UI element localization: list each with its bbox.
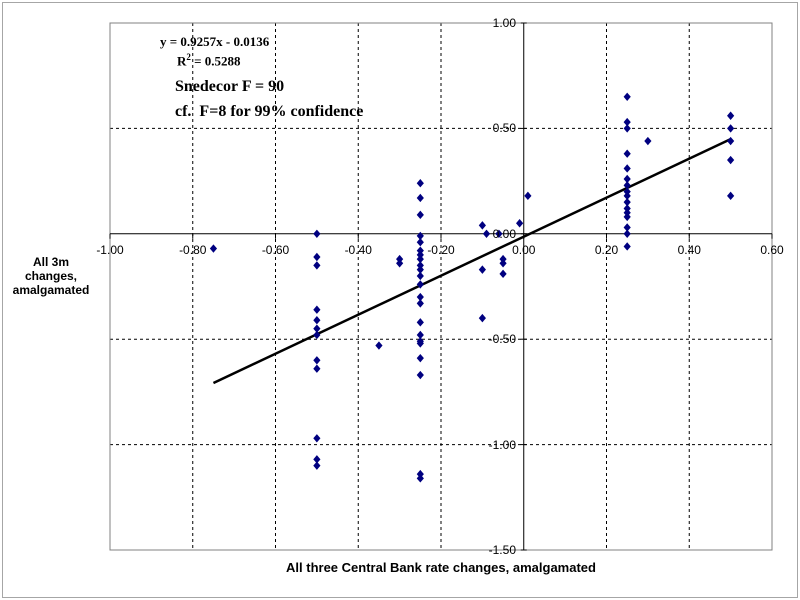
- x-tick-label: -1.00: [96, 243, 124, 257]
- data-point: [623, 197, 631, 207]
- f-confidence-note: cf. F=8 for 99% confidence: [175, 103, 364, 120]
- data-point: [623, 92, 631, 101]
- data-point: [495, 229, 503, 238]
- data-point: [313, 455, 321, 464]
- data-point: [499, 269, 507, 279]
- data-point: [524, 191, 532, 201]
- data-point: [416, 261, 424, 270]
- r-squared-value: = 0.5288: [190, 53, 241, 69]
- data-point: [623, 149, 631, 158]
- x-tick-label: 0.40: [677, 243, 701, 257]
- data-point: [313, 305, 321, 314]
- data-point: [623, 174, 631, 184]
- f-statistic-label: Snedecor F = 90: [175, 78, 285, 95]
- trendline: [212, 137, 732, 385]
- data-point: [623, 242, 631, 251]
- data-point: [623, 212, 631, 222]
- y-tick-label: -1.50: [488, 543, 516, 557]
- data-point: [416, 370, 424, 380]
- y-tick-label: 0.00: [492, 226, 516, 241]
- trendline-equation: y = 0.9257x - 0.0136: [160, 34, 270, 49]
- data-point: [416, 246, 424, 255]
- r-squared-exponent: 2: [186, 52, 191, 62]
- data-point: [375, 341, 383, 350]
- data-point: [499, 259, 507, 268]
- data-point: [313, 316, 321, 325]
- data-point: [416, 231, 424, 241]
- data-point: [623, 208, 631, 217]
- data-point: [313, 364, 321, 373]
- data-point: [416, 299, 424, 308]
- data-point: [416, 330, 424, 340]
- plot-area-frame: [109, 22, 773, 551]
- data-point: [396, 259, 404, 268]
- r-squared-base: R: [177, 53, 187, 69]
- data-point: [416, 254, 424, 264]
- data-point: [416, 292, 424, 302]
- x-tick-label: 0.00: [512, 243, 536, 257]
- data-point: [416, 353, 424, 363]
- data-point: [499, 254, 507, 264]
- data-point: [313, 356, 321, 365]
- data-point: [623, 187, 631, 196]
- data-point: [727, 111, 735, 120]
- data-point: [623, 124, 631, 133]
- data-point: [623, 117, 631, 127]
- data-point: [313, 252, 321, 262]
- data-point: [396, 254, 404, 264]
- y-tick-label: 0.50: [492, 121, 516, 136]
- data-point: [416, 238, 424, 247]
- data-point: [623, 181, 631, 190]
- data-point: [416, 193, 424, 203]
- y-tick-label: -1.00: [488, 437, 516, 452]
- data-point: [416, 179, 424, 188]
- data-point: [478, 221, 486, 230]
- data-point: [313, 330, 321, 340]
- data-point: [313, 461, 321, 470]
- x-tick-label: 0.60: [760, 243, 784, 257]
- data-point: [313, 229, 321, 238]
- x-tick-label: -0.20: [427, 243, 455, 257]
- x-tick-label: -0.60: [261, 243, 290, 257]
- y-axis-title: All 3m changes, amalgamated: [12, 255, 90, 297]
- data-point: [209, 244, 218, 253]
- data-point: [416, 210, 424, 220]
- data-point: [416, 250, 424, 260]
- x-tick-label: -0.80: [179, 243, 207, 257]
- data-point: [623, 191, 631, 201]
- data-point: [516, 219, 524, 228]
- data-point: [727, 124, 735, 133]
- data-point: [416, 469, 424, 479]
- y-tick-label: -0.50: [488, 332, 516, 347]
- data-point: [623, 229, 631, 238]
- data-point: [727, 136, 735, 146]
- data-point: [313, 434, 321, 443]
- data-point: [416, 318, 424, 327]
- data-point: [313, 261, 321, 270]
- data-point: [482, 229, 491, 238]
- r-squared-label: R2 = 0.5288: [177, 52, 241, 69]
- data-point: [644, 136, 652, 146]
- data-point: [416, 265, 424, 274]
- data-point: [416, 280, 424, 289]
- data-point: [313, 324, 321, 333]
- data-point: [416, 339, 424, 348]
- data-point: [623, 164, 631, 173]
- data-point: [623, 223, 631, 232]
- data-point: [478, 265, 486, 274]
- y-tick-label: 1.00: [492, 16, 516, 30]
- data-point: [478, 313, 486, 323]
- data-point: [416, 271, 424, 281]
- x-tick-label: 0.20: [594, 243, 619, 257]
- data-point: [727, 191, 735, 201]
- data-point: [623, 204, 631, 213]
- data-point: [727, 155, 735, 165]
- x-tick-label: -0.40: [344, 243, 372, 257]
- data-point: [416, 474, 424, 483]
- x-axis-title: All three Central Bank rate changes, ama…: [286, 560, 596, 575]
